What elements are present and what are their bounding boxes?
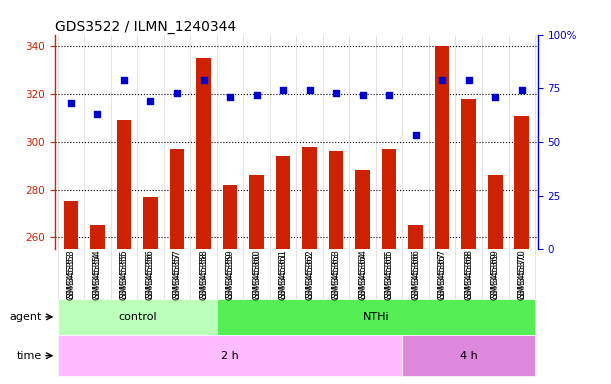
Point — [66, 100, 76, 106]
Point — [172, 89, 182, 96]
Bar — [514, 116, 529, 249]
Text: GSM345370: GSM345370 — [518, 249, 526, 300]
Text: GSM345367: GSM345367 — [437, 249, 447, 300]
Bar — [196, 58, 211, 249]
Text: GSM345365: GSM345365 — [385, 249, 393, 300]
Text: GSM345364: GSM345364 — [358, 249, 367, 300]
Bar — [302, 147, 317, 249]
Text: 2 h: 2 h — [221, 351, 239, 361]
Point — [92, 111, 102, 117]
Text: control: control — [118, 312, 156, 322]
Bar — [90, 225, 104, 249]
Point — [305, 87, 315, 93]
Point — [199, 76, 208, 83]
Text: GSM345366: GSM345366 — [411, 249, 420, 300]
Text: GSM345363: GSM345363 — [332, 249, 340, 300]
Bar — [117, 121, 131, 249]
Point — [225, 94, 235, 100]
Text: time: time — [16, 351, 42, 361]
Text: GSM345355: GSM345355 — [119, 249, 128, 300]
Point — [384, 92, 394, 98]
Point — [252, 92, 262, 98]
Text: GSM345369: GSM345369 — [491, 249, 500, 300]
Bar — [403, 335, 535, 376]
Text: GSM345362: GSM345362 — [305, 249, 314, 300]
Text: GSM345359: GSM345359 — [225, 249, 235, 300]
Bar — [461, 99, 476, 249]
Bar — [143, 197, 158, 249]
Point — [464, 76, 474, 83]
Bar — [223, 185, 237, 249]
Text: GSM345353: GSM345353 — [67, 249, 75, 300]
Point — [491, 94, 500, 100]
Point — [331, 89, 341, 96]
Bar — [382, 149, 397, 249]
Text: GSM345354: GSM345354 — [93, 249, 102, 300]
Text: agent: agent — [9, 312, 42, 322]
Text: GSM345360: GSM345360 — [252, 249, 261, 300]
Point — [437, 76, 447, 83]
Bar — [64, 202, 78, 249]
Bar — [57, 335, 403, 376]
Point — [358, 92, 368, 98]
Point — [278, 87, 288, 93]
Bar — [57, 299, 217, 335]
Point — [517, 87, 527, 93]
Bar — [249, 175, 264, 249]
Bar — [329, 151, 343, 249]
Bar — [488, 175, 502, 249]
Text: GSM345357: GSM345357 — [172, 249, 181, 300]
Bar — [276, 156, 290, 249]
Bar — [217, 299, 535, 335]
Text: GSM345361: GSM345361 — [279, 249, 288, 300]
Text: 4 h: 4 h — [460, 351, 478, 361]
Bar — [170, 149, 185, 249]
Text: GSM345368: GSM345368 — [464, 249, 474, 300]
Bar — [408, 225, 423, 249]
Text: GSM345356: GSM345356 — [146, 249, 155, 300]
Point — [145, 98, 155, 104]
Text: GSM345358: GSM345358 — [199, 249, 208, 300]
Text: GDS3522 / ILMN_1240344: GDS3522 / ILMN_1240344 — [55, 20, 236, 33]
Bar — [356, 170, 370, 249]
Point — [411, 132, 420, 139]
Text: NTHi: NTHi — [362, 312, 389, 322]
Bar — [435, 46, 450, 249]
Point — [119, 76, 129, 83]
